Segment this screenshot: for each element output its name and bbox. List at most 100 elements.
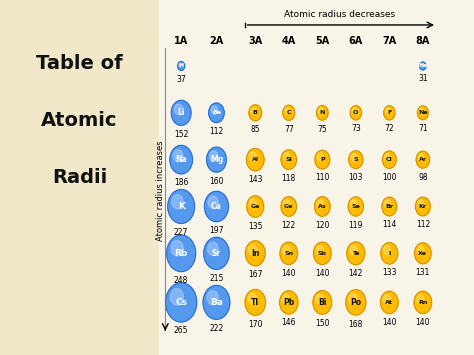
Text: 135: 135 <box>248 222 263 231</box>
Circle shape <box>317 153 323 161</box>
Text: Li: Li <box>177 108 185 117</box>
Text: Ga: Ga <box>251 204 260 209</box>
Circle shape <box>283 200 290 208</box>
Text: Al: Al <box>252 157 259 162</box>
Text: 140: 140 <box>282 269 296 278</box>
Text: 112: 112 <box>210 127 224 136</box>
Text: O: O <box>353 110 358 115</box>
Circle shape <box>281 197 297 216</box>
Circle shape <box>203 285 230 320</box>
Text: 31: 31 <box>418 75 428 83</box>
Circle shape <box>210 151 218 162</box>
Text: 120: 120 <box>315 221 329 230</box>
Text: 110: 110 <box>315 174 329 182</box>
Circle shape <box>283 246 290 255</box>
Text: 146: 146 <box>282 318 296 327</box>
Circle shape <box>245 289 265 315</box>
Text: Sn: Sn <box>284 251 293 256</box>
Text: Si: Si <box>285 157 292 162</box>
Circle shape <box>208 242 218 256</box>
Circle shape <box>248 245 256 255</box>
Text: 37: 37 <box>176 75 186 84</box>
Text: Ba: Ba <box>210 298 223 307</box>
Circle shape <box>349 245 357 255</box>
Text: K: K <box>178 202 185 211</box>
Text: Ar: Ar <box>419 157 427 162</box>
Circle shape <box>350 106 362 120</box>
Circle shape <box>209 103 224 122</box>
Text: P: P <box>320 157 325 162</box>
Circle shape <box>316 246 324 255</box>
Text: 197: 197 <box>209 226 224 235</box>
Circle shape <box>283 294 290 304</box>
Circle shape <box>346 290 366 315</box>
Circle shape <box>350 200 357 208</box>
Text: F: F <box>387 110 392 115</box>
Text: Pb: Pb <box>283 298 294 307</box>
Circle shape <box>249 199 256 208</box>
Text: 5A: 5A <box>315 37 329 47</box>
Text: Br: Br <box>385 204 393 209</box>
Circle shape <box>207 290 219 305</box>
Text: 75: 75 <box>318 125 327 133</box>
Text: 77: 77 <box>284 125 294 134</box>
Circle shape <box>249 152 256 161</box>
Text: Po: Po <box>350 298 361 307</box>
Circle shape <box>317 105 328 120</box>
Circle shape <box>347 242 365 265</box>
Text: 6A: 6A <box>349 37 363 47</box>
Text: In: In <box>251 249 259 258</box>
Text: 119: 119 <box>348 220 363 230</box>
Circle shape <box>173 150 183 162</box>
Circle shape <box>284 108 290 114</box>
Bar <box>0 0 159 355</box>
Text: 265: 265 <box>174 327 189 335</box>
Circle shape <box>419 62 426 70</box>
Text: 140: 140 <box>315 269 329 278</box>
Circle shape <box>420 63 423 66</box>
Circle shape <box>280 291 298 314</box>
Text: Sb: Sb <box>318 251 327 256</box>
Text: N: N <box>319 110 325 115</box>
Text: Ge: Ge <box>284 204 293 209</box>
Text: 8A: 8A <box>416 37 430 47</box>
Text: Se: Se <box>351 204 360 209</box>
Text: 140: 140 <box>416 318 430 327</box>
Circle shape <box>415 243 431 264</box>
Circle shape <box>283 153 290 161</box>
Text: 186: 186 <box>174 179 188 187</box>
Circle shape <box>171 100 191 125</box>
Text: At: At <box>385 300 393 305</box>
Text: 150: 150 <box>315 319 329 328</box>
Text: Atomic: Atomic <box>41 111 118 130</box>
Text: Mg: Mg <box>210 155 223 164</box>
Bar <box>159 0 474 355</box>
Circle shape <box>178 61 185 70</box>
Circle shape <box>167 235 196 272</box>
Circle shape <box>315 150 330 169</box>
Circle shape <box>383 246 391 255</box>
Circle shape <box>174 104 182 115</box>
Text: S: S <box>354 157 358 162</box>
Circle shape <box>383 106 395 120</box>
Circle shape <box>280 242 298 264</box>
Circle shape <box>179 63 182 67</box>
Text: Cl: Cl <box>386 157 392 162</box>
Text: As: As <box>318 204 327 209</box>
Text: 152: 152 <box>174 130 188 139</box>
Circle shape <box>381 242 398 264</box>
Text: 140: 140 <box>382 318 397 327</box>
Text: 7A: 7A <box>382 37 396 47</box>
Text: Ca: Ca <box>211 202 222 211</box>
Circle shape <box>414 291 432 313</box>
Text: 248: 248 <box>174 276 188 285</box>
Text: 71: 71 <box>418 124 428 133</box>
Circle shape <box>418 106 428 120</box>
Text: Atomic radius increases: Atomic radius increases <box>155 141 164 241</box>
Circle shape <box>204 237 229 269</box>
Circle shape <box>384 200 391 208</box>
Text: 118: 118 <box>282 174 296 183</box>
Text: 142: 142 <box>348 269 363 278</box>
Circle shape <box>417 295 424 304</box>
Text: Cs: Cs <box>175 298 187 307</box>
